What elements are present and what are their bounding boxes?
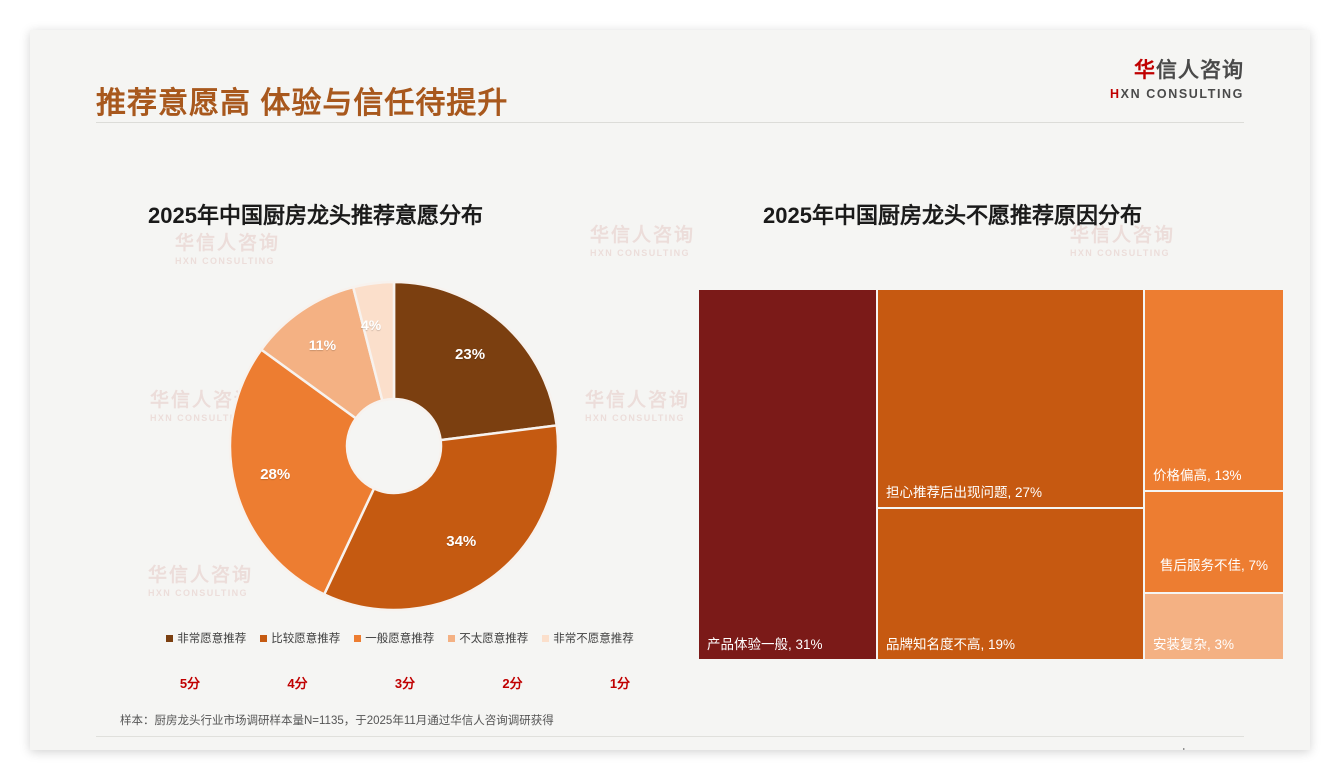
watermark: 华信人咨询 HXN CONSULTING (590, 220, 695, 258)
legend-swatch-icon (542, 634, 550, 642)
footer-copyright: ©2026.1 HXR华信人咨询 (98, 748, 227, 750)
logo-chinese: 华信人咨询 (1110, 58, 1244, 84)
legend-label: 不太愿意推荐 (459, 633, 529, 645)
treemap-cell[interactable]: 售后服务不佳, 7% (1144, 491, 1284, 593)
treemap-cell-label: 担心推荐后出现问题, 27% (886, 485, 1043, 500)
sample-footnote: 样本：厨房龙头行业市场调研样本量N=1135，于2025年11月通过华信人咨询调… (120, 715, 554, 727)
logo-chinese-accent: 华 (1134, 59, 1156, 82)
header-divider (96, 122, 1244, 123)
logo-chinese-rest: 信人咨询 (1156, 59, 1244, 82)
score-label: 3分 (394, 676, 416, 691)
treemap-cell-label: 品牌知名度不高, 19% (886, 637, 1016, 652)
right-chart-title: 2025年中国厨房龙头不愿推荐原因分布 (763, 203, 1142, 228)
legend-label: 一般愿意推荐 (365, 633, 435, 645)
slide-canvas: 华信人咨询 HXN CONSULTING 华信人咨询 HXN CONSULTIN… (30, 30, 1310, 750)
legend-item[interactable]: 非常不愿意推荐 (542, 630, 634, 646)
watermark-line2: HXN CONSULTING (175, 256, 275, 266)
legend-label: 非常愿意推荐 (177, 633, 247, 645)
legend-swatch-icon (448, 634, 456, 642)
donut-slice[interactable] (392, 280, 559, 442)
reasons-treemap-chart: 产品体验一般, 31% 担心推荐后出现问题, 27% 品牌知名度不高, 19% 价格偏… (698, 289, 1284, 660)
logo-english: HXN CONSULTING (1110, 86, 1244, 102)
legend-swatch-icon (166, 634, 174, 642)
left-chart-title: 2025年中国厨房龙头推荐意愿分布 (148, 203, 483, 228)
treemap-cell-label: 安装复杂, 3% (1153, 637, 1235, 652)
score-label: 2分 (502, 676, 523, 691)
treemap-cell[interactable]: 品牌知名度不高, 19% (877, 508, 1144, 660)
brand-logo: 华信人咨询 HXN CONSULTING (1110, 58, 1244, 102)
score-label: 1分 (609, 676, 631, 691)
legend-item[interactable]: 非常愿意推荐 (166, 630, 246, 646)
donut-slice[interactable] (351, 280, 396, 402)
watermark-line2: HXN CONSULTING (1070, 248, 1170, 258)
watermark-line1: 华信人咨询 (590, 225, 696, 246)
recommendation-donut-chart: 23% 34% 28% 11% 4% (226, 278, 562, 614)
footer-website[interactable]: www.hxrcon.com (1155, 748, 1242, 750)
treemap-cell[interactable]: 安装复杂, 3% (1144, 593, 1284, 660)
page-title: 推荐意愿高 体验与信任待提升 (96, 87, 509, 120)
donut-legend: 非常愿意推荐 比较愿意推荐 一般愿意推荐 不太愿意推荐 非常不愿意推荐 (100, 630, 700, 646)
donut-slice[interactable] (322, 424, 560, 612)
legend-label: 比较愿意推荐 (271, 633, 341, 645)
score-scale-row: 5分 4分 3分 2分 1分 (160, 673, 650, 692)
logo-english-accent: H (1110, 87, 1121, 101)
watermark-line2: HXN CONSULTING (590, 248, 690, 258)
treemap-cell[interactable]: 价格偏高, 13% (1144, 289, 1284, 491)
treemap-cell[interactable]: 产品体验一般, 31% (698, 289, 877, 660)
treemap-cell-label: 价格偏高, 13% (1153, 468, 1242, 483)
watermark-line1: 华信人咨询 (585, 390, 691, 411)
logo-english-rest: XN CONSULTING (1120, 87, 1244, 101)
watermark: 华信人咨询 HXN CONSULTING (175, 228, 280, 266)
treemap-cell-label: 售后服务不佳, 7% (1159, 558, 1268, 573)
slide-header: 推荐意愿高 体验与信任待提升 华信人咨询 HXN CONSULTING (30, 30, 1310, 123)
legend-item[interactable]: 比较愿意推荐 (260, 630, 340, 646)
donut-slice[interactable] (259, 285, 384, 421)
watermark-line2: HXN CONSULTING (585, 413, 685, 423)
treemap-cell[interactable]: 担心推荐后出现问题, 27% (877, 289, 1144, 508)
legend-swatch-icon (260, 634, 268, 642)
watermark: 华信人咨询 HXN CONSULTING (585, 385, 690, 423)
legend-swatch-icon (354, 634, 362, 642)
treemap-cell-label: 产品体验一般, 31% (707, 637, 823, 652)
footer-divider (96, 736, 1244, 737)
legend-item[interactable]: 不太愿意推荐 (448, 630, 528, 646)
watermark-line1: 华信人咨询 (175, 233, 281, 254)
donut-slice[interactable] (228, 347, 376, 597)
legend-item[interactable]: 一般愿意推荐 (354, 630, 434, 646)
score-label: 5分 (179, 676, 201, 691)
legend-label: 非常不愿意推荐 (553, 633, 634, 645)
score-label: 4分 (287, 676, 308, 691)
